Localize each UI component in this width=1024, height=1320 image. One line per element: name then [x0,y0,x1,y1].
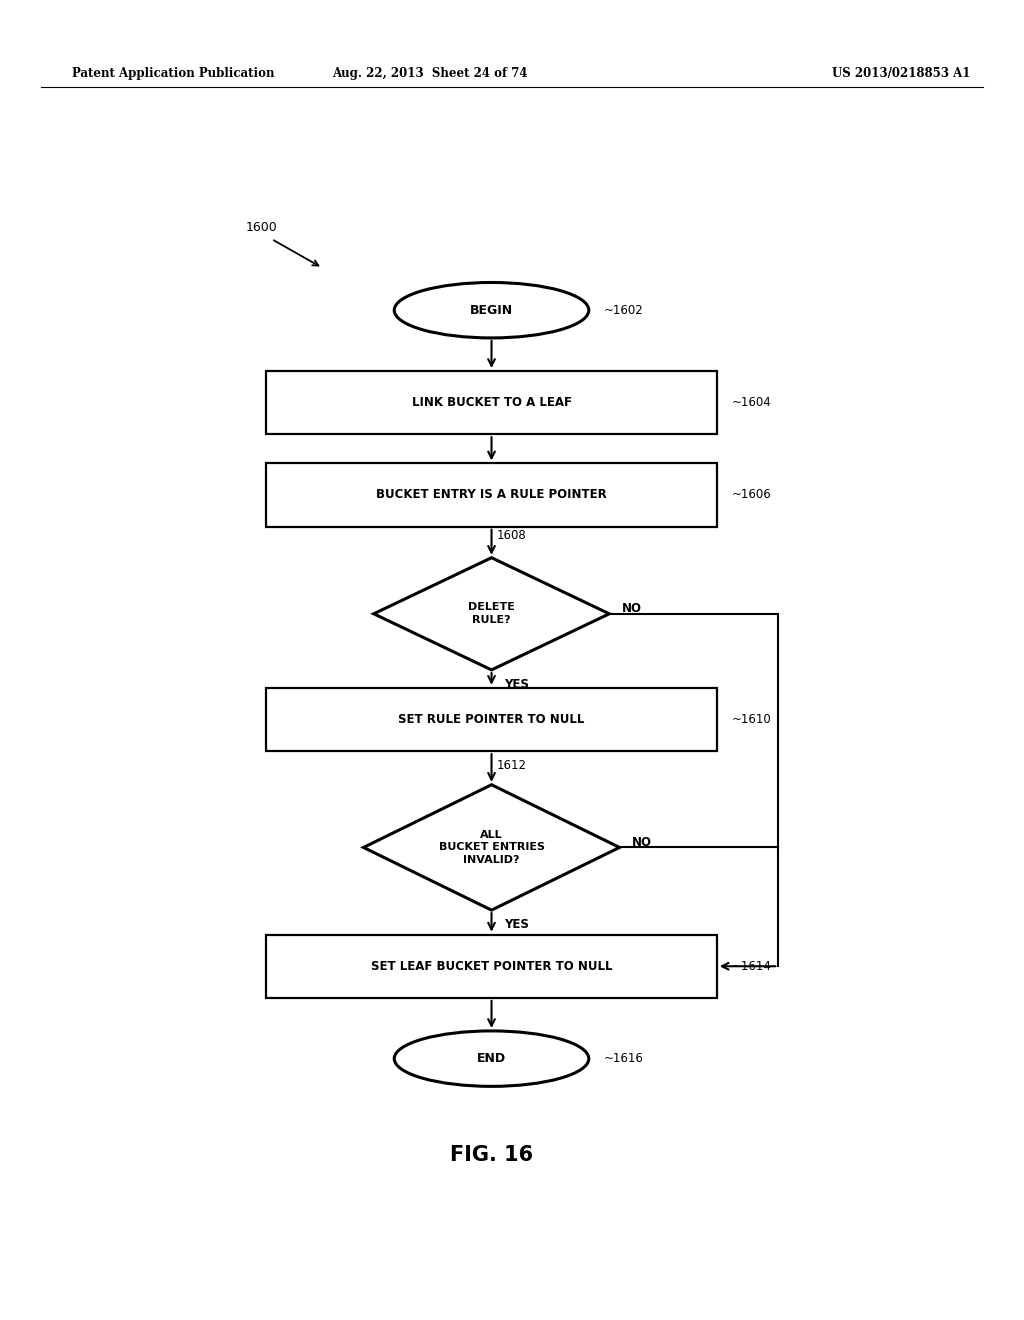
Text: NO: NO [622,602,642,615]
Text: ~1604: ~1604 [732,396,772,409]
Text: BUCKET ENTRY IS A RULE POINTER: BUCKET ENTRY IS A RULE POINTER [376,488,607,502]
Text: YES: YES [504,678,528,690]
Text: ~1602: ~1602 [604,304,644,317]
Text: ~1610: ~1610 [732,713,772,726]
Text: YES: YES [504,919,528,931]
Text: SET RULE POINTER TO NULL: SET RULE POINTER TO NULL [398,713,585,726]
Bar [266,935,717,998]
Text: DELETE
RULE?: DELETE RULE? [468,602,515,626]
Text: NO: NO [632,836,652,849]
Bar [266,463,717,527]
Ellipse shape [394,1031,589,1086]
Text: LINK BUCKET TO A LEAF: LINK BUCKET TO A LEAF [412,396,571,409]
Bar [266,371,717,434]
Text: ~1616: ~1616 [604,1052,644,1065]
Text: ~1606: ~1606 [732,488,772,502]
Polygon shape [364,784,620,911]
Text: 1608: 1608 [497,529,526,541]
Text: BEGIN: BEGIN [470,304,513,317]
Text: US 2013/0218853 A1: US 2013/0218853 A1 [831,67,971,81]
Ellipse shape [394,282,589,338]
Text: 1612: 1612 [497,759,526,771]
Polygon shape [374,557,609,671]
Text: ~1614: ~1614 [732,960,772,973]
Bar [266,688,717,751]
Text: Patent Application Publication: Patent Application Publication [72,67,274,81]
Text: SET LEAF BUCKET POINTER TO NULL: SET LEAF BUCKET POINTER TO NULL [371,960,612,973]
Text: ALL
BUCKET ENTRIES
INVALID?: ALL BUCKET ENTRIES INVALID? [438,830,545,865]
Text: 1600: 1600 [246,220,278,234]
Text: Aug. 22, 2013  Sheet 24 of 74: Aug. 22, 2013 Sheet 24 of 74 [333,67,527,81]
Text: FIG. 16: FIG. 16 [450,1144,534,1166]
Text: END: END [477,1052,506,1065]
